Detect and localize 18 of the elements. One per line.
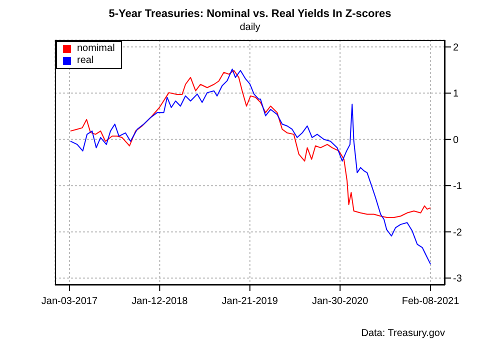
y-tick-label: 0 xyxy=(453,134,459,146)
y-tick-label: -1 xyxy=(453,181,462,192)
x-tick-label: Jan-12-2018 xyxy=(132,296,188,308)
y-tick-label: -3 xyxy=(453,274,462,285)
chart-title: 5-Year Treasuries: Nominal vs. Real Yields In Z-scores xyxy=(108,8,392,20)
line-series xyxy=(70,70,432,218)
y-tick-label: 2 xyxy=(453,42,459,54)
y-tick-label: -2 xyxy=(453,227,462,238)
legend-label: real xyxy=(77,55,94,67)
legend-label: nomimal xyxy=(77,43,115,55)
chart-subtitle: daily xyxy=(238,22,262,33)
x-tick-label: Jan-21-2019 xyxy=(222,296,278,308)
line-series xyxy=(70,68,432,265)
y-tick-label: 1 xyxy=(453,88,459,100)
text: Data: Treasury.gov xyxy=(361,328,445,339)
x-tick-label: Feb-08-2021 xyxy=(402,296,460,308)
x-tick-label: Jan-03-2017 xyxy=(41,296,98,308)
x-tick-label: Jan-30-2020 xyxy=(312,296,369,308)
